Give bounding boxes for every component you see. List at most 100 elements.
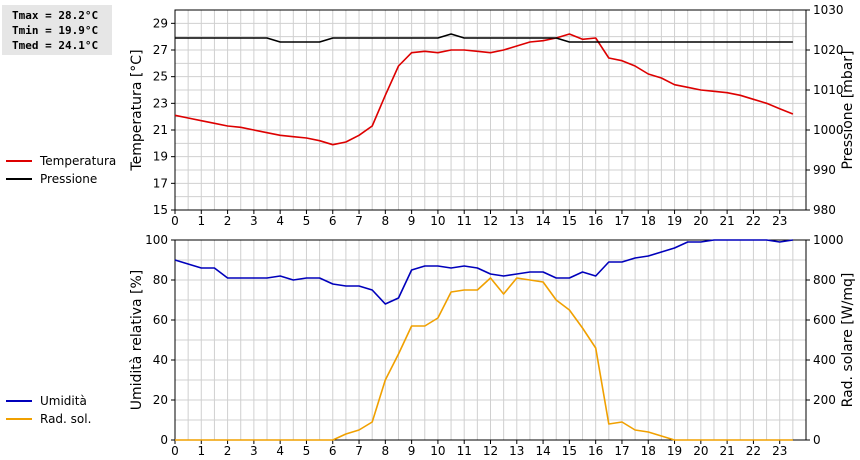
x-tick-label: 19 [667, 214, 682, 228]
x-tick-label: 12 [483, 444, 498, 458]
x-tick-label: 21 [719, 444, 734, 458]
x-tick-label: 12 [483, 214, 498, 228]
x-tick-label: 5 [303, 214, 311, 228]
legend-top: Temperatura Pressione [6, 152, 116, 188]
y-right-tick-label: 1020 [813, 43, 844, 57]
legend-label-radsol: Rad. sol. [40, 412, 92, 426]
x-tick-label: 3 [250, 444, 258, 458]
y-left-tick-label: 100 [145, 233, 168, 247]
x-tick-label: 10 [430, 214, 445, 228]
y-left-tick-label: 60 [153, 313, 168, 327]
stats-box: Tmax = 28.2°C Tmin = 19.9°C Tmed = 24.1°… [2, 5, 112, 55]
legend-item-pressione: Pressione [6, 170, 116, 188]
legend-item-radsol: Rad. sol. [6, 410, 91, 428]
legend-item-temperatura: Temperatura [6, 152, 116, 170]
x-tick-label: 4 [276, 214, 284, 228]
tmed-text: Tmed = 24.1°C [12, 39, 99, 52]
y-right-tick-label: 800 [813, 273, 836, 287]
y-left-tick-label: 20 [153, 393, 168, 407]
y-left-tick-label: 0 [160, 433, 168, 447]
x-tick-label: 13 [509, 214, 524, 228]
legend-label-umidita: Umidità [40, 394, 87, 408]
x-tick-label: 15 [562, 444, 577, 458]
y-left-tick-label: 27 [153, 43, 168, 57]
y-left-tick-label: 23 [153, 96, 168, 110]
chart-temperature-pressure: 0 1 2 3 4 5 6 7 8 9 10 11 12 13 14 15 16 17 18 19 20 21 22 2315… [129, 3, 856, 228]
y-left-tick-label: 15 [153, 203, 168, 217]
x-tick-label: 2 [224, 214, 232, 228]
x-tick-label: 23 [772, 444, 787, 458]
x-tick-label: 16 [588, 444, 603, 458]
x-tick-label: 6 [329, 444, 337, 458]
y-right-tick-label: 1030 [813, 3, 844, 17]
x-tick-label: 22 [746, 444, 761, 458]
x-tick-label: 9 [408, 444, 416, 458]
y-right-axis-label: Pressione [mbar] [840, 50, 856, 169]
y-left-tick-label: 19 [153, 150, 168, 164]
chart-humidity-radiation: 0 1 2 3 4 5 6 7 8 9 10 11 12 13 14 15 16 17 18 19 20 21 22 2302… [129, 233, 856, 458]
x-tick-label: 14 [535, 214, 550, 228]
x-tick-label: 9 [408, 214, 416, 228]
x-tick-label: 17 [614, 214, 629, 228]
y-right-tick-label: 400 [813, 353, 836, 367]
legend-item-umidita: Umidità [6, 392, 91, 410]
x-tick-label: 1 [197, 214, 205, 228]
x-tick-label: 23 [772, 214, 787, 228]
y-right-tick-label: 990 [813, 163, 836, 177]
y-left-axis-label: Umidità relativa [%] [129, 270, 145, 411]
x-tick-label: 11 [457, 214, 472, 228]
x-tick-label: 16 [588, 214, 603, 228]
legend-label-pressione: Pressione [40, 172, 98, 186]
y-right-axis-label: Rad. solare [W/mq] [840, 273, 856, 408]
y-right-tick-label: 600 [813, 313, 836, 327]
x-tick-label: 6 [329, 214, 337, 228]
x-tick-label: 18 [641, 214, 656, 228]
tmin-text: Tmin = 19.9°C [12, 24, 99, 37]
x-tick-label: 10 [430, 444, 445, 458]
y-left-tick-label: 29 [153, 16, 168, 30]
y-right-tick-label: 980 [813, 203, 836, 217]
x-tick-label: 20 [693, 214, 708, 228]
legend-swatch-radsol [6, 418, 32, 420]
series-line-umidit [174, 239, 794, 305]
legend-label-temperatura: Temperatura [40, 154, 117, 168]
y-left-tick-label: 25 [153, 70, 168, 84]
x-tick-label: 20 [693, 444, 708, 458]
x-tick-label: 4 [276, 444, 284, 458]
x-tick-label: 22 [746, 214, 761, 228]
tmax-text: Tmax = 28.2°C [12, 9, 99, 22]
x-tick-label: 0 [171, 444, 179, 458]
y-right-tick-label: 1000 [813, 123, 844, 137]
y-left-tick-label: 21 [153, 123, 168, 137]
x-tick-label: 14 [535, 444, 550, 458]
x-tick-label: 19 [667, 444, 682, 458]
x-tick-label: 1 [197, 444, 205, 458]
y-right-tick-label: 200 [813, 393, 836, 407]
y-right-tick-label: 1010 [813, 83, 844, 97]
x-tick-label: 18 [641, 444, 656, 458]
x-tick-label: 2 [224, 444, 232, 458]
x-tick-label: 13 [509, 444, 524, 458]
x-tick-label: 17 [614, 444, 629, 458]
x-tick-label: 21 [719, 214, 734, 228]
x-tick-label: 5 [303, 444, 311, 458]
series-line-temperatura [174, 33, 794, 146]
x-tick-label: 3 [250, 214, 258, 228]
legend-swatch-umidita [6, 400, 32, 402]
legend-swatch-pressione [6, 178, 32, 180]
x-tick-label: 7 [355, 214, 363, 228]
y-right-tick-label: 1000 [813, 233, 844, 247]
x-tick-label: 7 [355, 444, 363, 458]
series-line-rad-sol [175, 277, 793, 441]
y-right-tick-label: 0 [813, 433, 821, 447]
x-tick-label: 11 [457, 444, 472, 458]
x-tick-label: 15 [562, 214, 577, 228]
x-tick-label: 8 [382, 444, 390, 458]
x-tick-label: 8 [382, 214, 390, 228]
series-line-pressione [175, 33, 793, 43]
legend-bottom: Umidità Rad. sol. [6, 392, 91, 428]
x-tick-label: 0 [171, 214, 179, 228]
y-left-tick-label: 80 [153, 273, 168, 287]
y-left-axis-label: Temperatura [°C] [129, 49, 145, 171]
